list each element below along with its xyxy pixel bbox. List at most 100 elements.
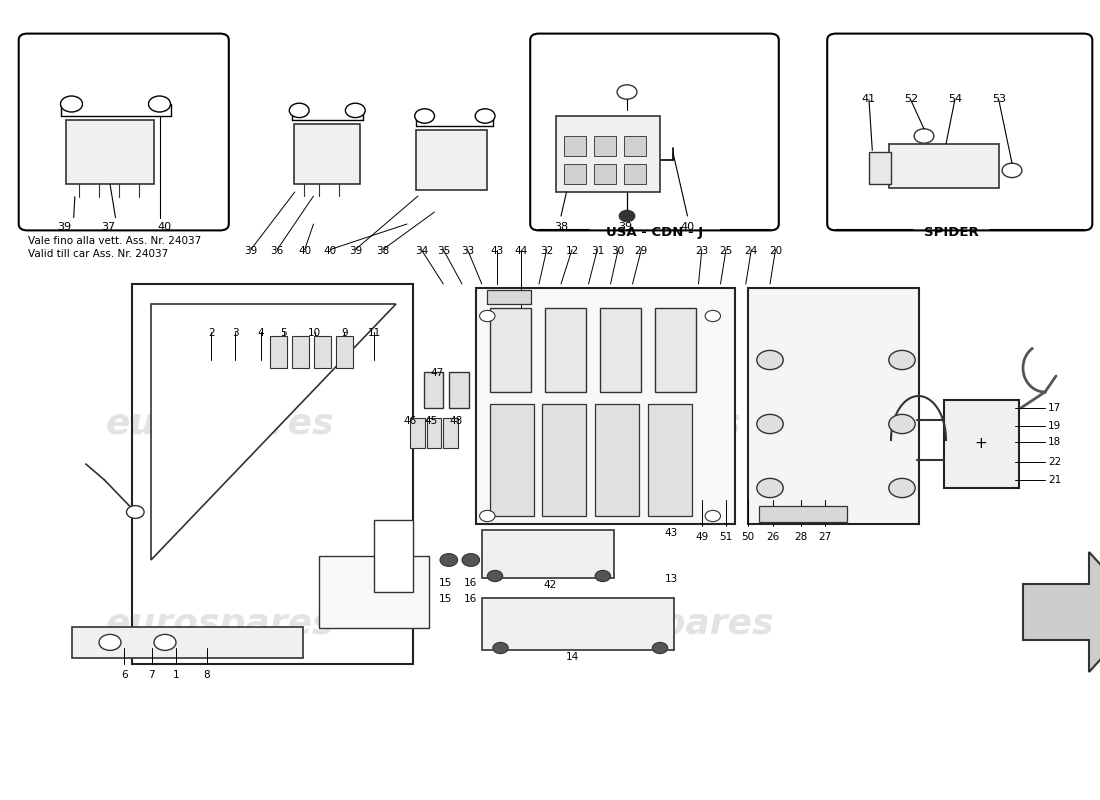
Circle shape [148,96,170,112]
Bar [564,164,586,184]
Text: 32: 32 [540,246,553,256]
Text: 21: 21 [1048,475,1062,485]
Text: 37: 37 [101,222,114,232]
Circle shape [126,506,144,518]
Text: 43: 43 [491,246,504,256]
Text: 53: 53 [992,94,1005,104]
Text: 16: 16 [464,578,477,587]
Bar [424,372,443,408]
Text: 50: 50 [741,532,755,542]
Text: 31: 31 [591,246,604,256]
Text: 40: 40 [298,246,311,256]
Bar [648,404,692,516]
Text: 28: 28 [794,532,807,542]
Text: 36: 36 [271,246,284,256]
Circle shape [595,570,610,582]
Text: eurospares: eurospares [513,407,741,441]
Bar [427,418,441,448]
Bar [319,556,429,628]
Text: eurospares: eurospares [106,407,334,441]
Circle shape [914,129,934,143]
Text: SPIDER: SPIDER [924,226,979,239]
Text: 8: 8 [204,670,210,680]
Text: 51: 51 [719,532,733,542]
Text: 19: 19 [1048,421,1062,430]
Circle shape [480,310,495,322]
Circle shape [440,554,458,566]
Text: 45: 45 [425,416,438,426]
Text: 39: 39 [244,246,257,256]
Circle shape [1002,163,1022,178]
Text: 9: 9 [341,328,348,338]
Text: 38: 38 [376,246,389,256]
Text: 24: 24 [745,246,758,256]
Text: 40: 40 [323,246,337,256]
Text: 30: 30 [612,246,625,256]
Circle shape [617,85,637,99]
Circle shape [889,350,915,370]
Text: 39: 39 [618,222,631,232]
Text: 7: 7 [148,670,155,680]
Bar [294,124,360,184]
Bar [595,404,639,516]
Circle shape [757,350,783,370]
Text: 23: 23 [695,246,708,256]
Text: 35: 35 [437,246,450,256]
Text: 6: 6 [121,670,128,680]
Text: 14: 14 [565,652,579,662]
Circle shape [493,642,508,654]
Text: 1: 1 [173,670,179,680]
Circle shape [889,478,915,498]
Bar [759,506,847,522]
Text: 5: 5 [280,328,287,338]
Text: 3: 3 [232,328,239,338]
Text: 16: 16 [464,594,477,603]
Bar [542,404,586,516]
Bar [292,336,309,368]
Circle shape [480,510,495,522]
Text: 49: 49 [695,532,708,542]
FancyBboxPatch shape [530,34,779,230]
Text: 11: 11 [367,328,381,338]
Bar [374,520,412,592]
Bar [314,336,331,368]
Bar [270,336,287,368]
Text: 54: 54 [948,94,961,104]
Text: 43: 43 [664,528,678,538]
Text: 46: 46 [404,416,417,426]
Text: 39: 39 [57,222,70,232]
Text: USA - CDN - J: USA - CDN - J [606,226,703,239]
Text: eurospares: eurospares [106,607,334,641]
Text: 12: 12 [565,246,579,256]
Circle shape [154,634,176,650]
Bar [544,308,586,392]
Circle shape [619,210,635,222]
Bar [564,136,586,156]
Bar [487,290,531,304]
Bar [449,372,469,408]
Bar [594,164,616,184]
Bar [748,288,918,524]
Text: 10: 10 [308,328,321,338]
Circle shape [757,414,783,434]
Circle shape [487,570,503,582]
Text: 40: 40 [681,222,694,232]
Text: 15: 15 [439,578,452,587]
Bar [476,288,735,524]
Bar [944,400,1019,488]
Text: 48: 48 [450,416,463,426]
Circle shape [889,414,915,434]
Bar [556,116,660,192]
Circle shape [345,103,365,118]
Text: 20: 20 [769,246,782,256]
Bar [594,136,616,156]
Circle shape [289,103,309,118]
Circle shape [99,634,121,650]
Circle shape [475,109,495,123]
Text: 15: 15 [439,594,452,603]
Bar [482,530,614,578]
Bar [490,308,531,392]
Text: 17: 17 [1048,403,1062,413]
Circle shape [462,554,480,566]
Bar [66,120,154,184]
